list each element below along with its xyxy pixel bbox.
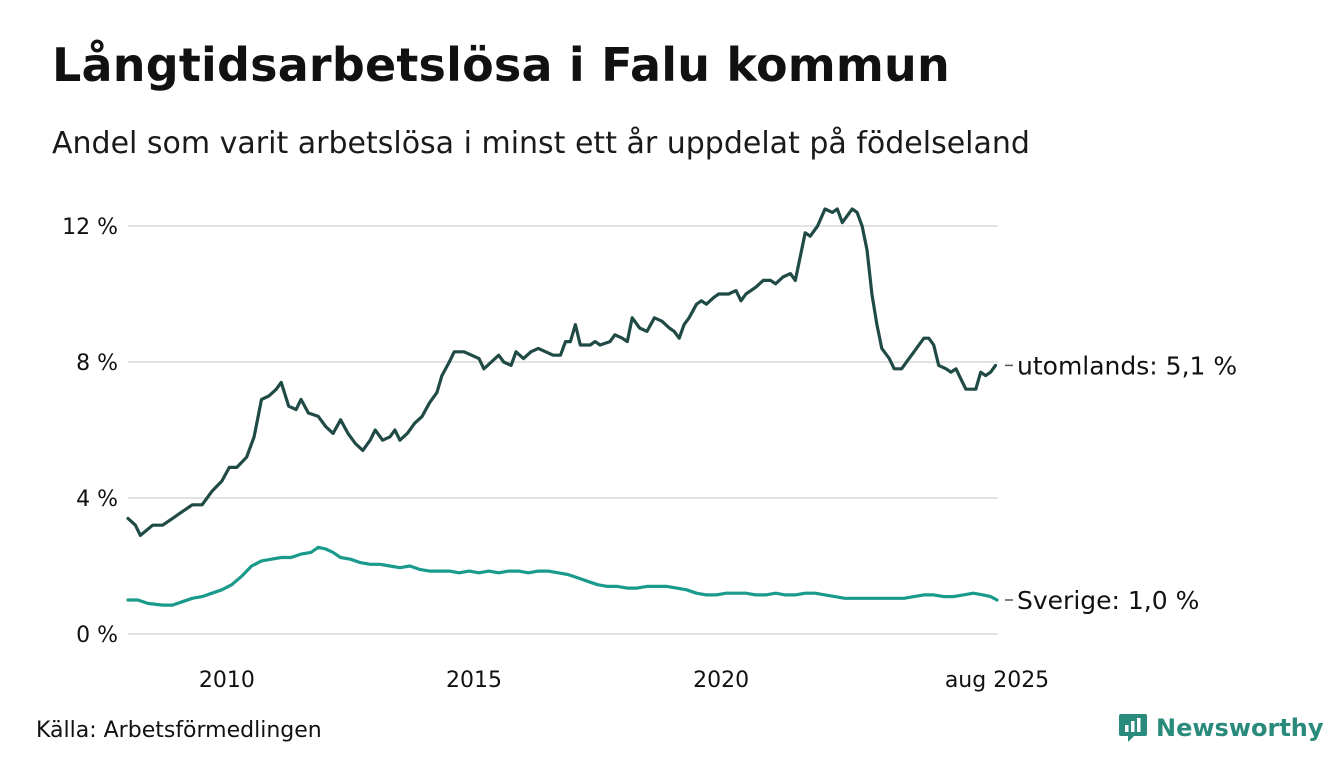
y-tick-label: 8 % bbox=[76, 351, 118, 376]
y-tick-label: 0 % bbox=[76, 623, 118, 648]
series-line-utomlands bbox=[126, 207, 998, 537]
series-lines bbox=[126, 207, 999, 607]
grid-lines bbox=[128, 225, 998, 635]
x-tick-label: aug 2025 bbox=[945, 668, 1049, 693]
series-end-labels: utomlands: 5,1 % Sverige: 1,0 % bbox=[1005, 351, 1237, 615]
y-tick-label: 4 % bbox=[76, 487, 118, 512]
y-axis-ticks: 0 % 4 % 8 % 12 % bbox=[62, 215, 118, 648]
series-line-sverige bbox=[126, 545, 999, 607]
x-tick-label: 2015 bbox=[446, 668, 502, 693]
brand-logo: Newsworthy bbox=[1118, 712, 1324, 744]
x-tick-label: 2010 bbox=[199, 668, 255, 693]
series-end-label-sverige: Sverige: 1,0 % bbox=[1017, 586, 1199, 615]
brand-name: Newsworthy bbox=[1156, 714, 1324, 742]
y-tick-label: 12 % bbox=[62, 215, 118, 240]
newsworthy-icon bbox=[1119, 714, 1147, 742]
x-axis-ticks: 2010 2015 2020 aug 2025 bbox=[199, 668, 1049, 693]
chart-title: Långtidsarbetslösa i Falu kommun bbox=[52, 38, 950, 92]
x-tick-label: 2020 bbox=[693, 668, 749, 693]
source-note: Källa: Arbetsförmedlingen bbox=[36, 718, 322, 743]
chart-subtitle: Andel som varit arbetslösa i minst ett å… bbox=[52, 126, 1030, 161]
series-end-label-utomlands: utomlands: 5,1 % bbox=[1017, 351, 1237, 380]
